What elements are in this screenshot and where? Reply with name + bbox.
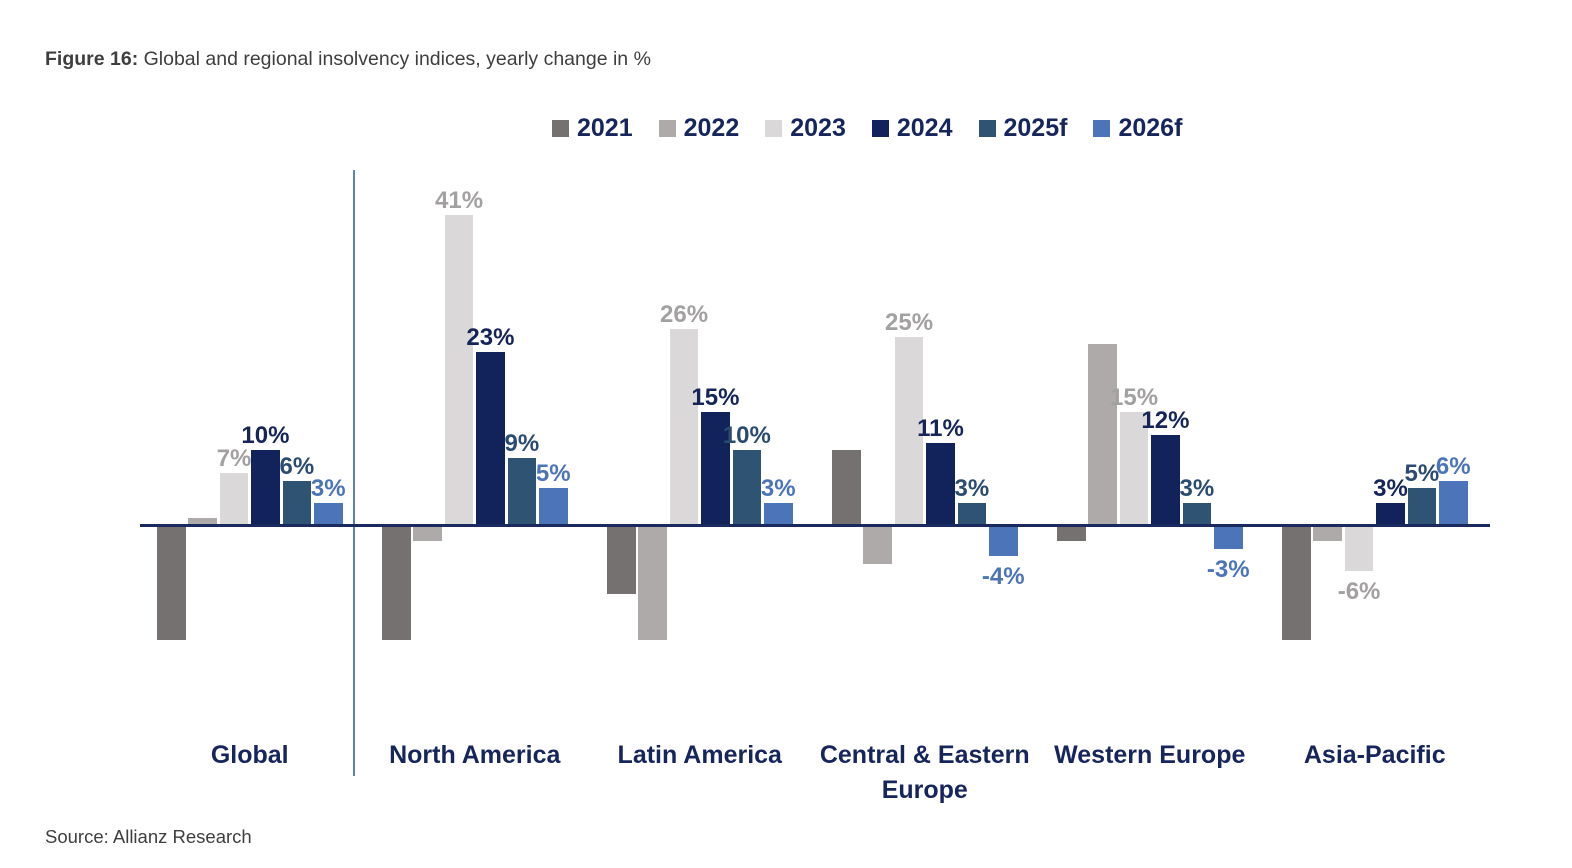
bar-2023-global bbox=[219, 472, 249, 526]
bar-2023-north-america bbox=[444, 215, 474, 526]
bar-label-2023-latin-america: 26% bbox=[660, 300, 709, 328]
bar-label-2023-western-europe: 15% bbox=[1110, 384, 1159, 412]
legend-item-2026f: 2026f bbox=[1093, 114, 1182, 143]
figure-title: Figure 16: Global and regional insolvenc… bbox=[45, 48, 651, 71]
bar-2025f-asia-pacific bbox=[1407, 488, 1437, 526]
bar-label-2024-asia-pacific: 3% bbox=[1373, 475, 1408, 503]
bar-label-2024-global: 10% bbox=[241, 422, 290, 450]
category-label-global: Global bbox=[210, 741, 289, 769]
bar-2023-latin-america bbox=[669, 328, 699, 526]
figure-number: Figure 16: bbox=[45, 48, 139, 70]
bar-label-2025f-central-eastern-europe: 3% bbox=[954, 475, 990, 503]
bar-label-2025f-western-europe: 3% bbox=[1179, 475, 1215, 503]
bar-2021-latin-america bbox=[607, 526, 636, 595]
bar-label-2024-latin-america: 15% bbox=[691, 384, 740, 412]
bar-2022-north-america bbox=[413, 526, 442, 542]
bar-label-2026f-central-eastern-europe: -4% bbox=[981, 563, 1025, 591]
legend-swatch-icon bbox=[765, 120, 783, 137]
bar-2021-western-europe bbox=[1057, 526, 1086, 542]
bar-2026f-central-eastern-europe bbox=[989, 526, 1018, 557]
bar-2024-north-america bbox=[476, 351, 505, 526]
bar-label-2025f-latin-america: 10% bbox=[722, 422, 771, 450]
bar-label-2026f-latin-america: 3% bbox=[760, 475, 796, 503]
figure-caption: Global and regional insolvency indices, … bbox=[143, 48, 651, 70]
bar-2022-western-europe bbox=[1088, 344, 1117, 526]
bar-2021-north-america bbox=[382, 526, 411, 640]
bar-label-2023-central-eastern-europe: 25% bbox=[885, 308, 934, 336]
legend-item-2024: 2024 bbox=[871, 114, 953, 143]
category-label-central-eastern-europe: Central & Eastern Europe bbox=[819, 741, 1030, 804]
bar-label-2025f-asia-pacific: 5% bbox=[1404, 460, 1440, 488]
bar-label-2026f-global: 3% bbox=[310, 475, 346, 503]
legend-item-2021: 2021 bbox=[552, 114, 633, 143]
bar-2026f-global bbox=[314, 503, 343, 526]
bar-2023-central-eastern-europe bbox=[894, 336, 924, 526]
legend-label: 2022 bbox=[683, 114, 740, 142]
bar-2026f-asia-pacific bbox=[1439, 480, 1468, 526]
bar-2026f-north-america bbox=[539, 488, 568, 526]
bar-2025f-latin-america bbox=[732, 450, 762, 526]
bar-2022-asia-pacific bbox=[1313, 526, 1342, 542]
legend-swatch-icon bbox=[978, 120, 996, 137]
bar-label-2023-north-america: 41% bbox=[435, 187, 484, 215]
source-note: Source: Allianz Research bbox=[45, 826, 252, 847]
bar-2023-western-europe bbox=[1119, 412, 1149, 526]
bar-2024-asia-pacific bbox=[1376, 503, 1405, 526]
bar-label-2024-north-america: 23% bbox=[466, 323, 515, 351]
bar-2026f-latin-america bbox=[764, 503, 793, 526]
bar-2023-asia-pacific bbox=[1344, 526, 1374, 572]
bar-label-2025f-north-america: 9% bbox=[504, 429, 540, 457]
bar-label-2023-global: 7% bbox=[216, 444, 252, 472]
bar-2021-global bbox=[157, 526, 186, 640]
bar-2025f-central-eastern-europe bbox=[957, 503, 987, 526]
bar-2025f-global bbox=[282, 480, 312, 526]
chart-legend: 2021 2022 2023 2024 2025f 2026f bbox=[552, 114, 1182, 143]
bar-label-2024-central-eastern-europe: 11% bbox=[917, 414, 964, 442]
legend-label: 2024 bbox=[896, 114, 953, 142]
bar-2026f-western-europe bbox=[1214, 526, 1243, 549]
bar-2024-central-eastern-europe bbox=[926, 442, 955, 526]
category-label-asia-pacific: Asia-Pacific bbox=[1303, 741, 1446, 769]
category-label-latin-america: Latin America bbox=[617, 741, 782, 769]
bar-label-2024-western-europe: 12% bbox=[1141, 407, 1190, 435]
bar-2021-central-eastern-europe bbox=[832, 450, 861, 526]
category-separator-line bbox=[353, 170, 355, 776]
legend-item-2022: 2022 bbox=[658, 114, 740, 143]
bar-2022-global bbox=[188, 518, 217, 526]
legend-item-2023: 2023 bbox=[765, 114, 846, 143]
bar-2022-central-eastern-europe bbox=[863, 526, 892, 564]
bar-2025f-north-america bbox=[507, 457, 537, 526]
legend-swatch-icon bbox=[658, 120, 676, 137]
bar-2021-asia-pacific bbox=[1282, 526, 1311, 640]
legend-swatch-icon bbox=[552, 120, 569, 137]
bar-label-2026f-north-america: 5% bbox=[535, 460, 571, 488]
legend-label: 2026f bbox=[1118, 114, 1183, 142]
legend-swatch-icon bbox=[1093, 120, 1111, 137]
bar-2024-western-europe bbox=[1151, 435, 1180, 526]
bar-label-2023-asia-pacific: -6% bbox=[1337, 578, 1381, 606]
bar-label-2025f-global: 6% bbox=[279, 452, 315, 480]
bar-2022-latin-america bbox=[638, 526, 667, 640]
legend-label: 2025f bbox=[1003, 114, 1068, 142]
legend-label: 2023 bbox=[790, 114, 846, 142]
category-label-western-europe: Western Europe bbox=[1054, 741, 1246, 769]
legend-item-2025f: 2025f bbox=[978, 114, 1068, 143]
bar-2025f-western-europe bbox=[1182, 503, 1212, 526]
legend-label: 2021 bbox=[577, 114, 633, 142]
bar-label-2026f-asia-pacific: 6% bbox=[1435, 452, 1471, 480]
legend-swatch-icon bbox=[871, 120, 889, 137]
category-label-north-america: North America bbox=[389, 741, 561, 769]
bar-label-2026f-western-europe: -3% bbox=[1206, 555, 1250, 583]
bar-2024-latin-america bbox=[701, 412, 730, 526]
x-axis-line bbox=[140, 524, 1490, 527]
bar-2024-global bbox=[251, 450, 280, 526]
